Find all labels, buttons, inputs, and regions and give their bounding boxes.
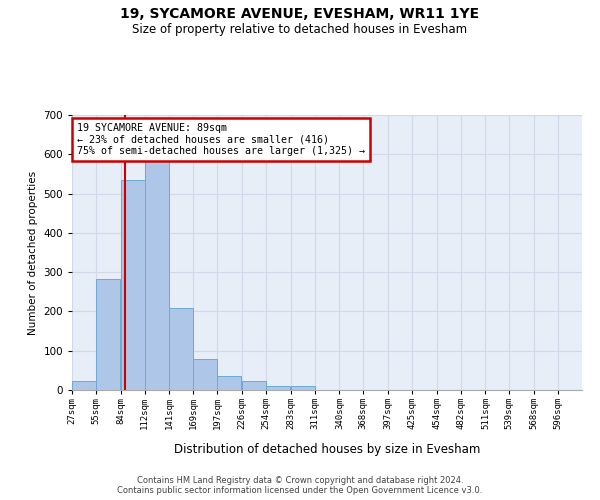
Text: 19 SYCAMORE AVENUE: 89sqm
← 23% of detached houses are smaller (416)
75% of semi: 19 SYCAMORE AVENUE: 89sqm ← 23% of detac… [77, 123, 365, 156]
Bar [266, 386, 290, 390]
Bar [217, 376, 241, 390]
Bar [290, 386, 314, 390]
Bar [96, 279, 120, 390]
Bar [145, 160, 169, 390]
Y-axis label: Number of detached properties: Number of detached properties [28, 170, 38, 334]
Text: Size of property relative to detached houses in Evesham: Size of property relative to detached ho… [133, 22, 467, 36]
Bar [169, 308, 193, 390]
Text: 19, SYCAMORE AVENUE, EVESHAM, WR11 1YE: 19, SYCAMORE AVENUE, EVESHAM, WR11 1YE [121, 8, 479, 22]
Text: Contains HM Land Registry data © Crown copyright and database right 2024.
Contai: Contains HM Land Registry data © Crown c… [118, 476, 482, 495]
Bar [193, 358, 217, 390]
Bar [72, 382, 96, 390]
Bar [121, 180, 145, 390]
Text: Distribution of detached houses by size in Evesham: Distribution of detached houses by size … [174, 442, 480, 456]
Bar [242, 382, 266, 390]
